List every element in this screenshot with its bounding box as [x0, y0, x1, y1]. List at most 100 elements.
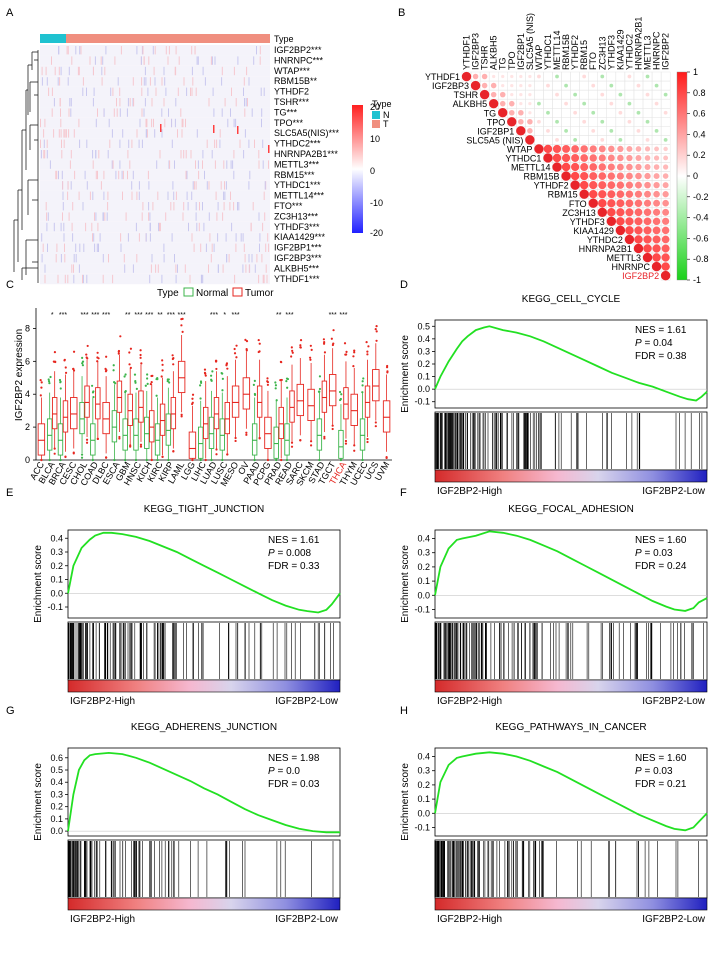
corr-dot	[636, 110, 641, 115]
corr-dot	[662, 191, 669, 198]
corr-dot	[627, 101, 632, 106]
heatmap-cell	[220, 181, 222, 190]
heatmap-cell	[264, 212, 266, 221]
boxplot-box	[289, 390, 295, 423]
boxplot-significance-mark: ***	[339, 312, 347, 319]
gsea-y-tick-label: 0.3	[417, 766, 430, 776]
corr-cell	[606, 117, 617, 127]
boxplot-significance-mark: ***	[231, 312, 239, 319]
heatmap-cell	[92, 233, 93, 242]
corr-dot	[635, 172, 642, 180]
heatmap-cell	[103, 191, 105, 200]
corr-dot	[662, 217, 670, 225]
heatmap-cell	[262, 139, 264, 148]
heatmap-cell	[62, 212, 63, 221]
corr-cell	[597, 80, 608, 91]
boxplot-significance-mark: ***	[59, 312, 67, 319]
heatmap-cell	[248, 139, 250, 148]
boxplot-outlier	[105, 369, 108, 372]
boxplot-box	[188, 431, 197, 459]
heatmap-cell	[111, 160, 113, 169]
corr-dot	[625, 190, 634, 198]
corr-dot	[600, 74, 605, 79]
corr-dot	[643, 235, 652, 244]
boxplot-outlier	[375, 324, 378, 328]
boxplot-box	[111, 410, 118, 443]
gsea-panels: DKEGG_CELL_CYCLE0.50.40.30.20.10.0-0.1En…	[6, 279, 708, 925]
boxplot-outlier	[299, 439, 302, 442]
gsea-y-axis-label: Enrichment score	[33, 545, 44, 623]
corr-dot	[591, 83, 596, 88]
heatmap-cell	[215, 191, 217, 200]
gsea-high-label: IGF2BP2-High	[437, 914, 502, 925]
heatmap-cell	[191, 233, 193, 242]
heatmap-cell	[131, 181, 133, 190]
heatmap-cell	[107, 191, 109, 200]
boxplot-outlier	[257, 350, 260, 354]
corr-dot	[555, 137, 559, 142]
corr-dot	[525, 135, 535, 145]
heatmap-cell	[68, 129, 70, 138]
corr-dot	[519, 83, 523, 88]
boxplot-outlier	[331, 427, 334, 431]
heatmap-cell	[157, 191, 159, 200]
boxplot-outlier	[322, 338, 325, 341]
heatmap-cell	[266, 274, 268, 284]
heatmap-cell	[263, 274, 265, 284]
heatmap-cell	[119, 108, 121, 117]
corr-cell	[570, 80, 580, 91]
boxplot-outlier	[135, 387, 138, 390]
heatmap-cell	[113, 108, 115, 117]
heatmap-cell	[41, 66, 43, 76]
boxplot-outlier	[331, 343, 334, 347]
corr-dot	[507, 117, 517, 127]
boxplot-outlier	[257, 338, 260, 342]
heatmap-cell	[217, 202, 219, 211]
gsea-p-symbol: P	[268, 766, 275, 777]
gsea-p-symbol: P	[635, 766, 642, 777]
boxplot-outlier	[258, 437, 261, 440]
heatmap-row-bg	[40, 86, 270, 97]
heatmap-cell	[163, 98, 165, 107]
boxplot-outlier	[146, 373, 149, 376]
heatmap-cell	[107, 202, 109, 211]
boxplot-outlier	[366, 350, 369, 353]
heatmap-cell	[235, 118, 237, 128]
heatmap-cell	[258, 274, 260, 284]
gsea-y-tick-label: -0.1	[414, 822, 430, 832]
corr-cell	[633, 71, 644, 82]
heatmap-cell	[48, 87, 50, 96]
corr-dot	[663, 164, 669, 170]
boxplot-outlier	[361, 380, 364, 383]
heatmap-colorbar-tick-3: -10	[370, 198, 383, 208]
corr-cell	[561, 135, 571, 145]
heatmap-cell	[180, 150, 182, 159]
corr-left-label: IGF2BP1	[477, 126, 514, 136]
boxplot-box	[359, 418, 366, 451]
heatmap-cell	[136, 46, 138, 55]
heatmap-cell	[124, 264, 126, 273]
heatmap-cell	[263, 87, 265, 96]
heatmap-cell	[117, 77, 119, 86]
corr-top-label: RBM15B	[561, 34, 571, 70]
panel-b: B YTHDF1 IGF2BP3 TSHR ALKBH5 TG TPO IGF2BP1 SLC…	[398, 7, 709, 285]
boxplot-outlier	[139, 353, 142, 357]
corr-dot	[635, 154, 642, 161]
corr-dot	[492, 74, 496, 79]
heatmap-cell	[242, 264, 244, 273]
heatmap-cell	[267, 233, 269, 242]
heatmap-row-label: HNRNPA2B1***	[274, 149, 338, 159]
boxplot-significance-mark: *	[223, 312, 226, 319]
corr-dot	[472, 73, 479, 80]
corr-cell	[615, 126, 626, 136]
heatmap-cell	[185, 170, 187, 180]
heatmap-cell	[148, 212, 150, 221]
boxplot-outlier	[72, 452, 75, 455]
heatmap-cell	[229, 202, 231, 211]
corr-cell	[597, 107, 608, 118]
boxplot-outlier	[285, 380, 288, 383]
heatmap-cell	[131, 139, 133, 148]
heatmap-cell	[119, 160, 121, 169]
corr-dot	[663, 92, 668, 97]
corr-cell	[633, 135, 644, 145]
